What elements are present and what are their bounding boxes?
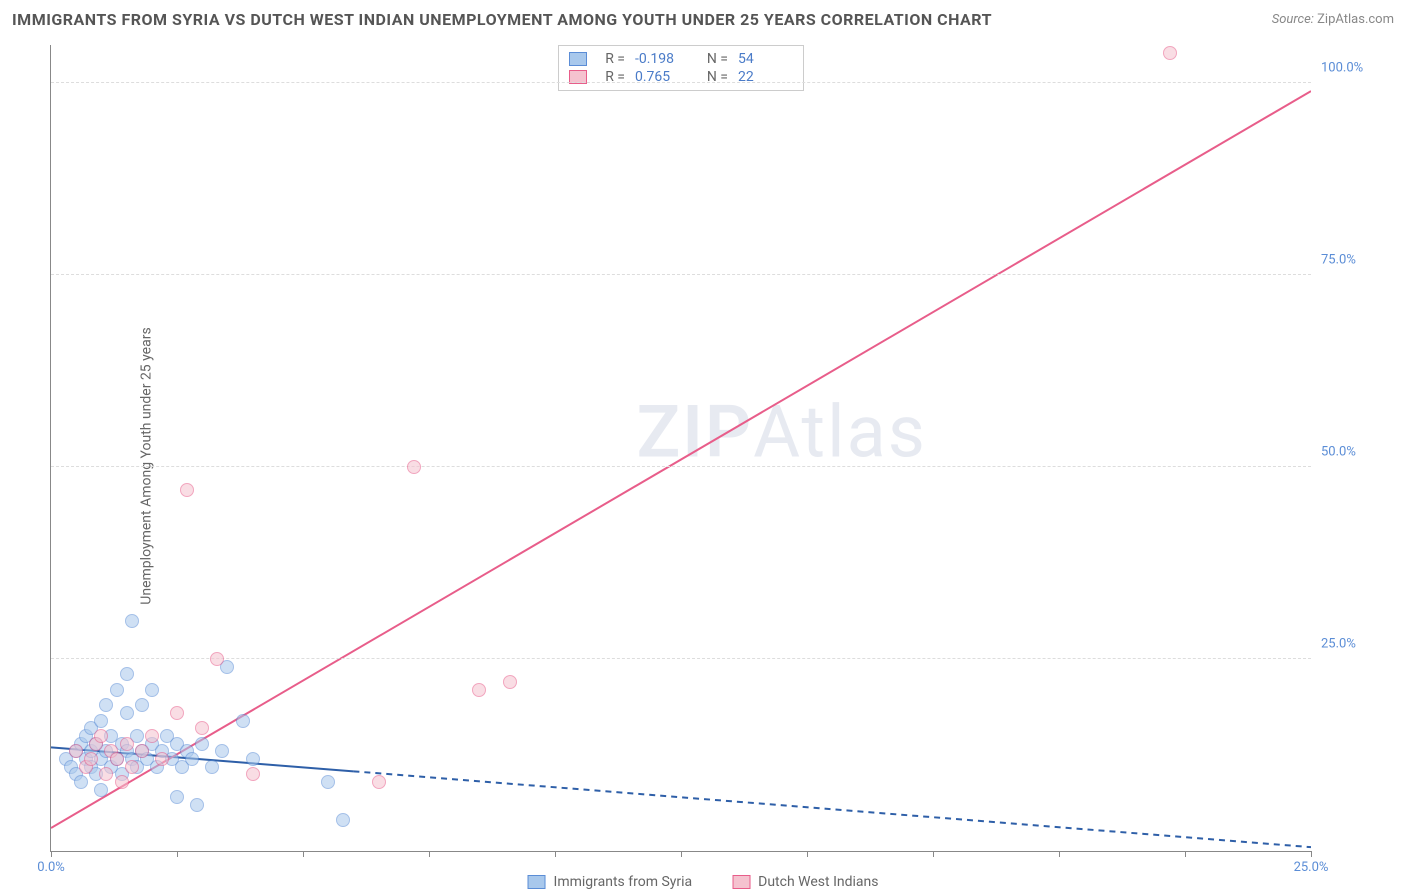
source-attribution: Source: ZipAtlas.com [1272, 12, 1394, 27]
legend-label: Immigrants from Syria [554, 874, 693, 890]
stats-legend-row: R = -0.198 N = 54 [569, 50, 793, 68]
x-tick [1185, 851, 1186, 857]
data-point [135, 744, 149, 758]
x-tick [933, 851, 934, 857]
data-point [246, 767, 260, 781]
data-point [125, 614, 139, 628]
data-point [215, 744, 229, 758]
gridline [51, 82, 1311, 83]
data-point [1163, 46, 1177, 60]
legend-swatch [569, 52, 587, 66]
data-point [180, 483, 194, 497]
watermark: ZIPAtlas [637, 389, 927, 474]
legend-item: Immigrants from Syria [528, 874, 693, 890]
x-tick [555, 851, 556, 857]
stat-n-label: N = [700, 51, 728, 67]
plot-area: ZIPAtlas R =-0.198N =54R =0.765N =22 25.… [50, 45, 1311, 852]
data-point [503, 675, 517, 689]
data-point [94, 714, 108, 728]
gridline [51, 274, 1311, 275]
data-point [336, 813, 350, 827]
legend-item: Dutch West Indians [732, 874, 878, 890]
x-tick [1059, 851, 1060, 857]
data-point [246, 752, 260, 766]
gridline [51, 658, 1311, 659]
data-point [185, 752, 199, 766]
data-point [69, 744, 83, 758]
data-point [472, 683, 486, 697]
y-tick-label: 25.0% [1321, 637, 1391, 652]
x-tick-label: 25.0% [1294, 860, 1329, 875]
data-point [210, 652, 224, 666]
data-point [372, 775, 386, 789]
data-point [145, 683, 159, 697]
stats-legend: R =-0.198N =54R =0.765N =22 [558, 45, 804, 91]
x-tick [807, 851, 808, 857]
data-point [190, 798, 204, 812]
data-point [120, 706, 134, 720]
trend-lines-layer [51, 45, 1311, 851]
stat-r-value: -0.198 [635, 51, 690, 67]
data-point [170, 706, 184, 720]
x-tick-label: 0.0% [37, 860, 65, 875]
data-point [170, 790, 184, 804]
chart-container: Unemployment Among Youth under 25 years … [0, 40, 1406, 892]
data-point [99, 698, 113, 712]
source-label: Source: [1272, 12, 1314, 27]
data-point [195, 721, 209, 735]
data-point [135, 698, 149, 712]
trend-line-dashed [353, 771, 1311, 847]
data-point [94, 783, 108, 797]
data-point [236, 714, 250, 728]
data-point [110, 683, 124, 697]
x-tick [429, 851, 430, 857]
data-point [84, 752, 98, 766]
data-point [99, 767, 113, 781]
data-point [120, 737, 134, 751]
data-point [321, 775, 335, 789]
source-value: ZipAtlas.com [1317, 12, 1394, 27]
data-point [195, 737, 209, 751]
data-point [125, 760, 139, 774]
gridline [51, 466, 1311, 467]
data-point [407, 460, 421, 474]
data-point [120, 667, 134, 681]
data-point [145, 729, 159, 743]
x-tick [51, 851, 52, 857]
legend-swatch [732, 875, 750, 889]
chart-title: IMMIGRANTS FROM SYRIA VS DUTCH WEST INDI… [12, 10, 992, 29]
y-tick-label: 100.0% [1321, 61, 1391, 76]
legend-label: Dutch West Indians [758, 874, 878, 890]
x-tick [1311, 851, 1312, 857]
series-legend: Immigrants from Syria Dutch West Indians [528, 874, 879, 890]
x-tick [681, 851, 682, 857]
data-point [115, 775, 129, 789]
data-point [74, 775, 88, 789]
data-point [205, 760, 219, 774]
stat-r-label: R = [597, 51, 625, 67]
x-tick [303, 851, 304, 857]
y-tick-label: 50.0% [1321, 445, 1391, 460]
data-point [155, 752, 169, 766]
legend-swatch [528, 875, 546, 889]
data-point [94, 729, 108, 743]
data-point [110, 752, 124, 766]
y-tick-label: 75.0% [1321, 253, 1391, 268]
x-tick [177, 851, 178, 857]
stat-n-value: 54 [738, 51, 793, 67]
